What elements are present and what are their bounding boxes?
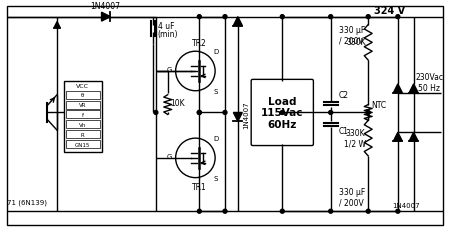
Text: θ: θ [81, 93, 85, 98]
FancyBboxPatch shape [251, 80, 313, 146]
Circle shape [223, 209, 227, 213]
Text: C1: C1 [338, 126, 349, 135]
Text: 10K: 10K [171, 99, 185, 108]
Circle shape [280, 16, 284, 19]
Circle shape [366, 209, 370, 213]
Text: 230Vac
50 Hz: 230Vac 50 Hz [415, 73, 443, 92]
Circle shape [396, 209, 400, 213]
Text: Load
115Vac
60Hz: Load 115Vac 60Hz [261, 96, 304, 129]
Circle shape [198, 111, 201, 115]
Polygon shape [234, 18, 242, 26]
Circle shape [198, 16, 201, 19]
Text: D: D [213, 49, 218, 55]
Text: Vn: Vn [79, 122, 86, 127]
Text: S: S [213, 88, 217, 94]
Circle shape [154, 111, 158, 115]
Text: R: R [81, 132, 85, 137]
Text: 330K
1/2 W: 330K 1/2 W [344, 129, 366, 148]
Polygon shape [409, 133, 418, 142]
Text: 324 V: 324 V [374, 6, 405, 16]
Text: 330 μF
/ 200V: 330 μF / 200V [338, 26, 365, 45]
Bar [66, 121, 99, 129]
Polygon shape [102, 13, 110, 22]
Text: S: S [213, 175, 217, 181]
Text: 1N4007: 1N4007 [392, 202, 419, 208]
Bar [64, 82, 102, 152]
Circle shape [280, 209, 284, 213]
Circle shape [366, 111, 370, 115]
Text: VCC: VCC [76, 84, 89, 89]
Bar [66, 141, 99, 148]
Circle shape [280, 111, 284, 115]
Text: GN15: GN15 [75, 142, 90, 147]
Polygon shape [234, 113, 242, 122]
Text: 330 μF
/ 200V: 330 μF / 200V [338, 187, 365, 206]
Text: D: D [213, 136, 218, 142]
Text: TR1: TR1 [192, 182, 207, 191]
Bar [66, 131, 99, 139]
Circle shape [198, 111, 201, 115]
Bar [66, 111, 99, 119]
Text: G: G [166, 153, 171, 159]
Text: 4 uF: 4 uF [158, 22, 174, 31]
Text: G: G [166, 67, 171, 73]
Text: 1N4007: 1N4007 [243, 101, 249, 129]
Circle shape [198, 209, 201, 213]
Text: 71 (6N139): 71 (6N139) [7, 199, 47, 205]
Circle shape [223, 16, 227, 19]
Text: C2: C2 [338, 91, 349, 100]
Text: f: f [82, 112, 84, 117]
Text: (min): (min) [158, 30, 178, 39]
Bar [66, 91, 99, 99]
Polygon shape [409, 85, 418, 93]
Text: VR: VR [79, 103, 86, 108]
Circle shape [396, 16, 400, 19]
Circle shape [366, 16, 370, 19]
Circle shape [328, 16, 333, 19]
Text: 330K: 330K [346, 38, 366, 47]
Circle shape [223, 111, 227, 115]
Text: TR2: TR2 [192, 39, 207, 48]
Text: 1N4007: 1N4007 [90, 2, 121, 11]
Polygon shape [393, 133, 402, 142]
Bar [66, 101, 99, 109]
Circle shape [328, 209, 333, 213]
Polygon shape [393, 85, 402, 93]
Polygon shape [54, 22, 60, 28]
Circle shape [328, 111, 333, 115]
Text: NTC: NTC [371, 101, 386, 110]
